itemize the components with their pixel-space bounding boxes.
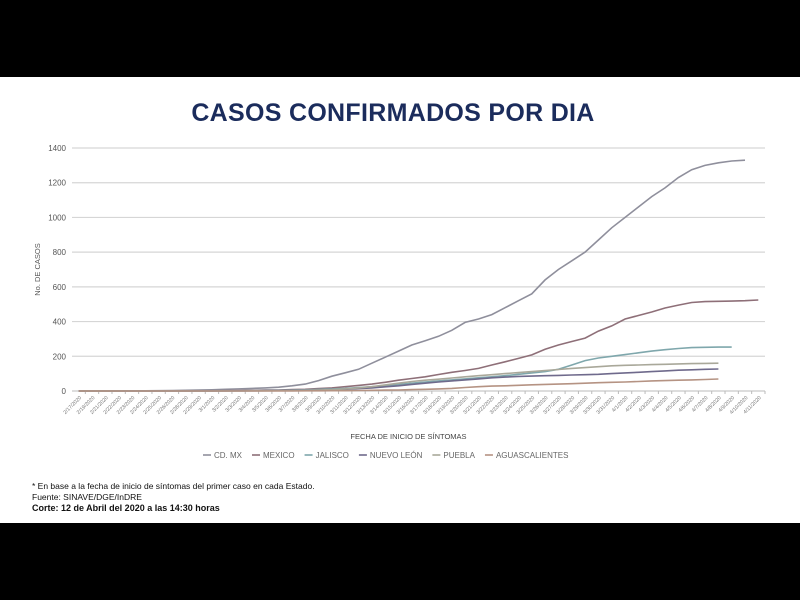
y-tick-label: 1000 [48,213,66,222]
y-axis-label: No. DE CASOS [33,243,42,296]
series-line-aguascalientes [78,378,719,392]
x-axis-label: FECHA DE INICIO DE SÍNTOMAS [350,432,466,441]
legend-label: MEXICO [263,451,295,460]
series-line-puebla [78,362,719,392]
footnote: * En base a la fecha de inicio de síntom… [32,481,315,491]
legend-label: NUEVO LEÓN [370,451,423,460]
series-line-mexico [78,299,759,392]
source-note: Fuente: SINAVE/DGE/InDRE [32,492,142,502]
y-tick-label: 1400 [48,144,66,153]
y-tick-label: 0 [62,387,67,396]
y-tick-label: 800 [53,248,67,257]
legend-label: CD. MX [214,451,243,460]
y-tick-label: 400 [53,318,67,327]
y-tick-label: 600 [53,283,67,292]
y-tick-label: 1200 [48,179,66,188]
legend-label: AGUASCALIENTES [496,451,568,460]
legend-label: PUEBLA [443,451,475,460]
legend-label: JALISCO [316,451,349,460]
cutoff-note: Corte: 12 de Abril del 2020 a las 14:30 … [32,503,220,513]
line-chart: 02004006008001000120014002/17/20202/19/2… [33,144,766,460]
y-tick-label: 200 [53,352,67,361]
slide-title: CASOS CONFIRMADOS POR DIA [191,99,595,127]
slide: CASOS CONFIRMADOS POR DIA 0 200 400 600 800 1… [0,77,800,523]
